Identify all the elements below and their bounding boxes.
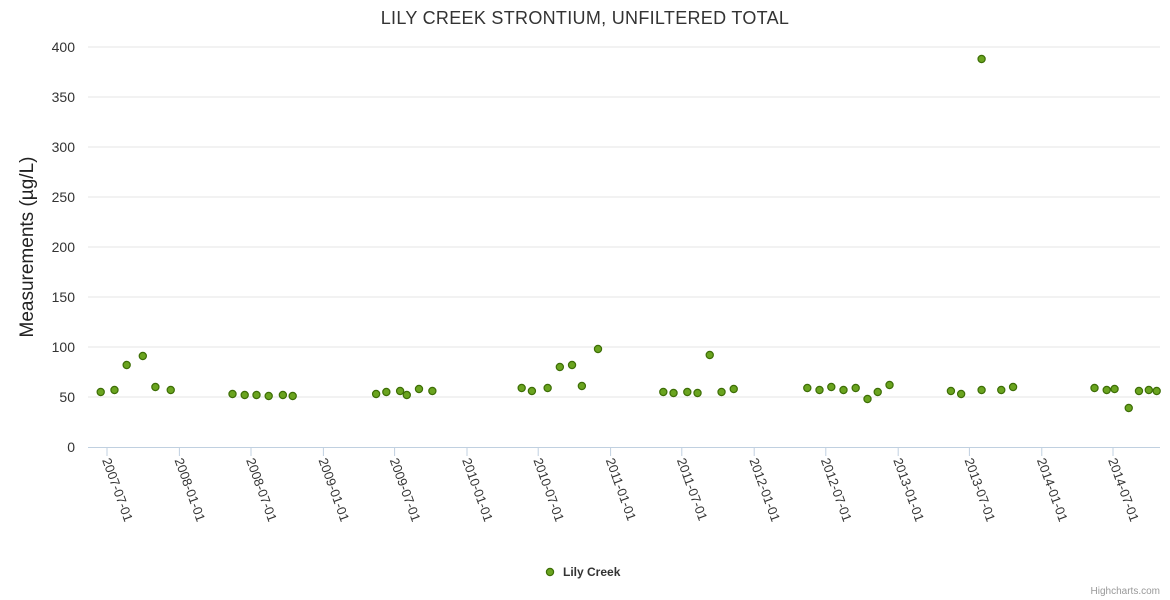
data-point[interactable]	[252, 390, 261, 400]
data-point[interactable]	[1152, 386, 1161, 396]
y-tick-label: 0	[67, 439, 75, 455]
data-point[interactable]	[863, 394, 872, 404]
data-point[interactable]	[885, 380, 894, 390]
y-tick-label: 300	[52, 139, 76, 155]
data-point[interactable]	[278, 390, 288, 400]
data-point[interactable]	[96, 387, 105, 397]
y-axis-label: Measurements (µg/L)	[17, 157, 38, 338]
data-point[interactable]	[110, 385, 119, 395]
data-point[interactable]	[851, 383, 860, 393]
x-tick-label: 2008-01-01	[172, 456, 209, 524]
y-tick-label: 50	[59, 389, 75, 405]
y-tick-label: 200	[52, 239, 76, 255]
grid-lines	[88, 46, 1160, 398]
y-tick-label: 400	[52, 39, 76, 55]
data-point[interactable]	[693, 388, 702, 398]
data-point[interactable]	[228, 389, 237, 399]
data-point[interactable]	[567, 360, 577, 370]
x-tick-label: 2010-01-01	[459, 456, 496, 524]
x-tick-label: 2013-07-01	[962, 456, 999, 524]
chart-title: LILY CREEK STRONTIUM, UNFILTERED TOTAL	[381, 8, 789, 28]
data-point[interactable]	[1008, 382, 1018, 392]
data-point[interactable]	[977, 385, 986, 395]
data-point[interactable]	[371, 389, 381, 399]
y-tick-label: 150	[52, 289, 76, 305]
data-point[interactable]	[382, 387, 391, 397]
x-tick-label: 2009-07-01	[387, 456, 424, 524]
x-tick-label: 2014-07-01	[1105, 456, 1142, 524]
data-point[interactable]	[873, 387, 882, 397]
data-point[interactable]	[122, 360, 131, 370]
data-point[interactable]	[240, 390, 249, 400]
data-point[interactable]	[1144, 385, 1154, 395]
x-tick-label: 2007-07-01	[99, 456, 136, 524]
y-tick-label: 350	[52, 89, 76, 105]
data-point[interactable]	[659, 387, 668, 397]
data-point[interactable]	[977, 54, 986, 64]
y-tick-label: 250	[52, 189, 76, 205]
data-point[interactable]	[288, 391, 297, 401]
data-point[interactable]	[1124, 403, 1133, 413]
data-point[interactable]	[1110, 384, 1119, 394]
data-point[interactable]	[956, 389, 966, 399]
data-point[interactable]	[428, 386, 437, 396]
x-tick-label: 2012-07-01	[818, 456, 855, 524]
data-point[interactable]	[803, 383, 812, 393]
data-point[interactable]	[395, 386, 405, 396]
data-point[interactable]	[717, 387, 726, 397]
data-point[interactable]	[577, 381, 587, 391]
x-tick-label: 2011-07-01	[674, 456, 711, 523]
legend-item-lily-creek[interactable]: Lily Creek	[563, 565, 621, 579]
data-point[interactable]	[166, 385, 175, 395]
credits-link[interactable]: Highcharts.com	[1091, 586, 1160, 597]
data-point[interactable]	[946, 386, 956, 396]
x-tick-label: 2013-01-01	[890, 456, 927, 524]
data-point[interactable]	[1102, 385, 1111, 395]
x-tick-label: 2009-01-01	[316, 456, 353, 524]
data-point[interactable]	[669, 388, 678, 398]
data-point[interactable]	[815, 385, 824, 395]
data-point[interactable]	[705, 350, 714, 360]
data-point[interactable]	[138, 351, 148, 361]
data-point[interactable]	[414, 384, 424, 394]
data-point[interactable]	[997, 385, 1006, 395]
data-point[interactable]	[543, 383, 552, 393]
x-axis: 2007-07-01 2008-01-01 2008-07-01 2009-01-01…	[88, 447, 1160, 524]
data-point[interactable]	[827, 382, 836, 392]
data-point[interactable]	[1090, 383, 1099, 393]
data-point[interactable]	[264, 391, 273, 401]
data-points	[96, 54, 1161, 413]
data-point[interactable]	[1134, 386, 1144, 396]
y-axis-ticks: 0 50 100 150 200 250 300 350 400	[52, 39, 76, 455]
x-tick-label: 2011-01-01	[603, 456, 640, 523]
data-point[interactable]	[151, 382, 160, 392]
data-point[interactable]	[517, 383, 526, 393]
x-tick-label: 2008-07-01	[243, 456, 280, 524]
y-tick-label: 100	[52, 339, 76, 355]
data-point[interactable]	[593, 344, 603, 354]
data-point[interactable]	[555, 362, 565, 372]
x-tick-label: 2010-07-01	[530, 456, 567, 524]
data-point[interactable]	[729, 384, 738, 394]
data-point[interactable]	[839, 385, 848, 395]
legend[interactable]: Lily Creek	[545, 565, 621, 579]
x-tick-label: 2014-01-01	[1034, 456, 1071, 524]
data-point[interactable]	[527, 386, 537, 396]
data-point[interactable]	[683, 387, 692, 397]
data-point[interactable]	[402, 390, 411, 400]
legend-marker	[545, 567, 555, 577]
x-tick-label: 2012-01-01	[746, 456, 783, 524]
